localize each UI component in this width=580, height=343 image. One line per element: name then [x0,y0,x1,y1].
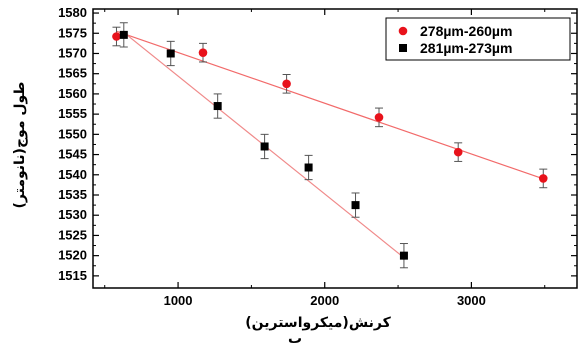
data-point [399,251,408,260]
x-axis-sublabel: ب [288,331,302,343]
data-point [453,147,463,157]
data-point [538,174,548,183]
data-point [304,163,313,172]
plot-area: 1515 1520 1525 1530 1535 1540 1545 1550 1555 1560… [58,5,578,308]
x-axis-title: کرنش(میکرواسترین) [245,315,391,331]
x-tick-label: 3000 [457,293,486,308]
x-tick-label: 1000 [164,293,193,308]
plot-frame [92,8,578,289]
fit-line [116,30,544,180]
x-tick-label: 2000 [310,293,339,308]
data-point [119,30,128,39]
y-tick-label: 1550 [58,126,87,141]
legend-box [385,17,571,61]
y-tick-label: 1560 [58,86,87,101]
data-point [213,102,222,111]
data-point [374,113,384,122]
y-tick-label: 1540 [58,167,87,182]
y-tick-label: 1570 [58,45,87,60]
legend-marker [399,44,407,52]
y-tick-label: 1515 [58,268,87,283]
y-tick-label: 1525 [58,227,87,242]
data-point [198,48,208,57]
y-tick-label: 1535 [58,187,87,202]
y-tick-label: 1555 [58,106,87,121]
y-tick-label: 1565 [58,66,87,81]
y-tick-label: 1520 [58,248,87,263]
data-point [112,32,121,41]
y-tick-label: 1580 [58,5,87,20]
data-point [166,49,175,58]
data-point [282,79,291,89]
legend-label: 281µm-273µm [420,40,512,56]
data-point [260,142,269,151]
y-tick-label: 1530 [58,207,87,222]
y-tick-label: 1575 [58,25,87,40]
y-tick-label: 1545 [58,147,87,162]
y-axis-title: طول موج(نانومتر) [12,82,28,209]
legend-marker [398,26,408,36]
data-point [351,201,360,210]
legend-label: 278µm-260µm [420,23,512,39]
